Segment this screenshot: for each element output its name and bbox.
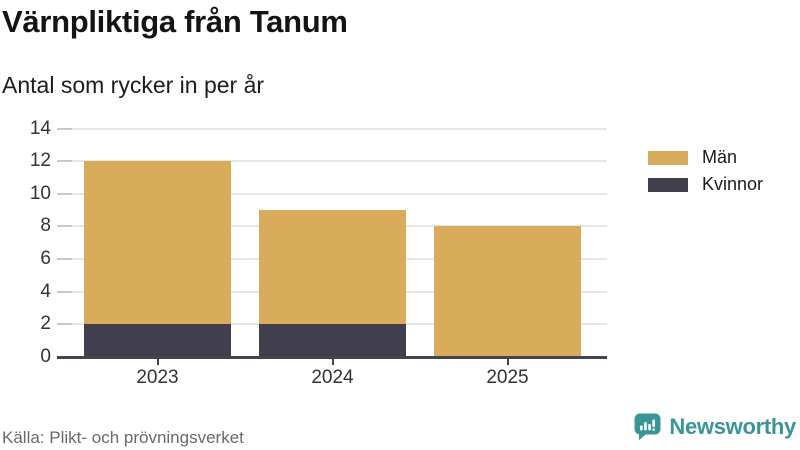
bar-segment-män [434, 226, 581, 357]
y-tick [57, 160, 72, 163]
y-tick [57, 323, 72, 326]
y-axis-label: 0 [40, 346, 51, 367]
y-axis-label: 4 [40, 280, 51, 302]
legend-swatch [648, 150, 688, 165]
y-tick [57, 127, 72, 130]
legend-label: Kvinnor [702, 174, 764, 194]
bar-segment-kvinnor [259, 324, 406, 357]
newsworthy-wordmark: Newsworthy [669, 413, 796, 439]
bar-segment-kvinnor [84, 324, 231, 357]
y-axis-label: 12 [29, 150, 51, 172]
legend-item-kvinnor: Kvinnor [648, 171, 763, 198]
legend-label: Män [702, 147, 738, 167]
y-axis-label: 10 [29, 182, 51, 204]
y-axis-label: 8 [40, 215, 51, 237]
y-tick [57, 258, 72, 261]
gridline [57, 127, 607, 130]
y-axis-label: 6 [40, 248, 51, 270]
newsworthy-logo: Newsworthy [633, 412, 796, 441]
x-axis-label: 2025 [486, 367, 529, 388]
gridline [57, 160, 607, 163]
gridline [57, 192, 607, 195]
y-axis-label: 2 [40, 313, 51, 335]
y-tick [57, 192, 72, 195]
x-axis-label: 2023 [136, 367, 179, 388]
chart-legend: Män Kvinnor [648, 144, 763, 198]
x-tick [506, 358, 509, 365]
chart-title: Värnpliktiga från Tanum [2, 4, 348, 39]
y-tick [57, 290, 72, 293]
x-axis-line [57, 355, 607, 359]
x-tick [156, 358, 159, 365]
bar-segment-män [259, 210, 406, 325]
bar-segment-män [84, 161, 231, 325]
y-tick [57, 225, 72, 228]
source-note: Källa: Plikt- och prövningsverket [2, 428, 244, 447]
y-axis-label: 14 [29, 117, 51, 139]
bar-chart-speech-bubble-icon [634, 413, 661, 441]
x-tick [331, 358, 334, 365]
legend-swatch [648, 177, 688, 192]
chart-subtitle: Antal som rycker in per år [2, 72, 265, 98]
x-axis-label: 2024 [311, 367, 354, 388]
legend-item-män: Män [648, 144, 763, 171]
